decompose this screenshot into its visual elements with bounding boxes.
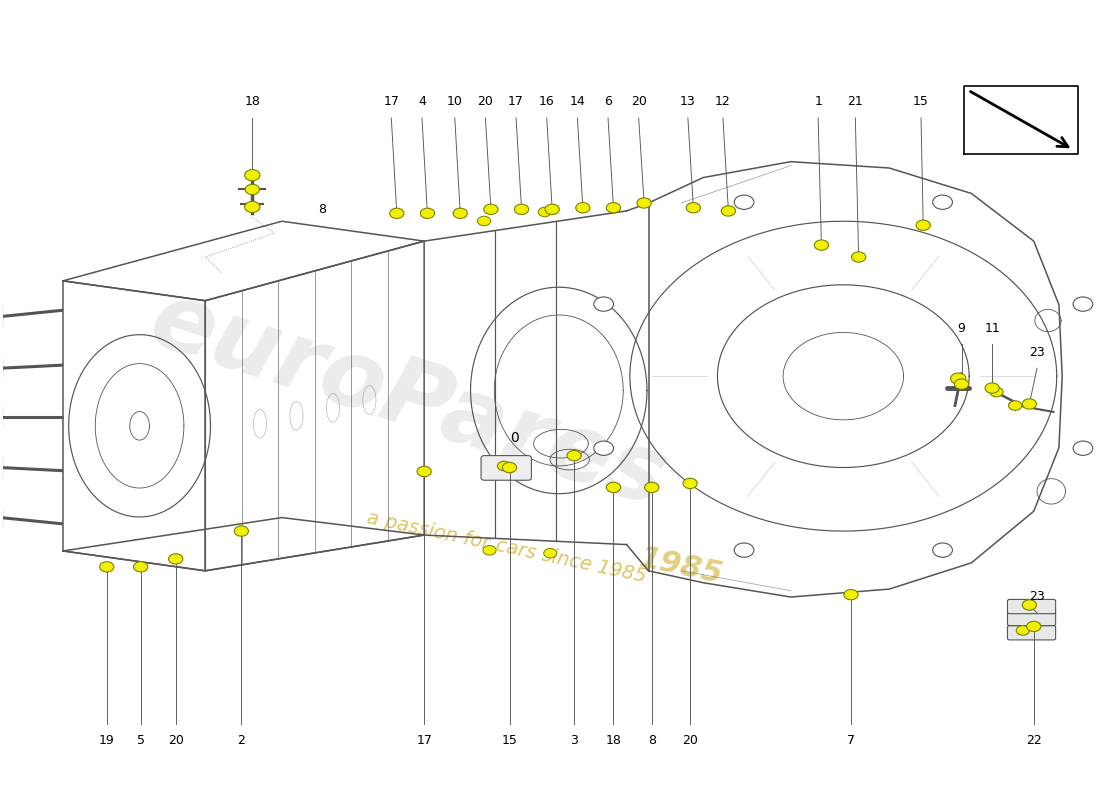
Circle shape [686, 202, 701, 213]
Circle shape [234, 526, 249, 536]
Text: 17: 17 [416, 734, 432, 746]
Text: 3: 3 [570, 734, 578, 746]
Circle shape [453, 208, 468, 218]
Circle shape [606, 482, 620, 493]
Circle shape [1026, 622, 1041, 631]
FancyBboxPatch shape [481, 456, 531, 480]
Text: 8: 8 [318, 203, 327, 216]
Text: a passion for cars since 1985: a passion for cars since 1985 [365, 508, 648, 586]
Circle shape [477, 216, 491, 226]
Circle shape [933, 195, 953, 210]
Circle shape [990, 387, 1003, 397]
Circle shape [1023, 600, 1036, 610]
Circle shape [1074, 297, 1092, 311]
Text: 23: 23 [1030, 590, 1045, 603]
Text: 21: 21 [847, 95, 864, 109]
Circle shape [594, 297, 614, 311]
Text: 22: 22 [1026, 734, 1042, 746]
Circle shape [722, 206, 736, 216]
Text: 8: 8 [648, 734, 656, 746]
Text: 6: 6 [604, 95, 612, 109]
Circle shape [538, 207, 551, 217]
Circle shape [575, 202, 590, 213]
Circle shape [417, 466, 431, 477]
Circle shape [606, 202, 620, 213]
Circle shape [515, 204, 529, 214]
Circle shape [734, 543, 754, 558]
Text: 23: 23 [1030, 346, 1045, 358]
Text: 12: 12 [715, 95, 730, 109]
Text: 1: 1 [814, 95, 822, 109]
Text: 19: 19 [99, 734, 114, 746]
Circle shape [483, 546, 496, 555]
Text: 9: 9 [958, 322, 966, 335]
Circle shape [1022, 399, 1036, 409]
Circle shape [484, 204, 498, 214]
Circle shape [955, 379, 969, 390]
Circle shape [933, 543, 953, 558]
Circle shape [168, 554, 183, 564]
Circle shape [1022, 600, 1036, 610]
Text: 17: 17 [508, 95, 524, 109]
Text: 0: 0 [510, 431, 519, 445]
Text: 5: 5 [136, 734, 145, 746]
FancyBboxPatch shape [1008, 611, 1056, 626]
Circle shape [1016, 626, 1030, 635]
Circle shape [133, 562, 147, 572]
Text: 18: 18 [244, 95, 261, 109]
FancyBboxPatch shape [1008, 626, 1056, 640]
Circle shape [543, 549, 557, 558]
Text: 13: 13 [680, 95, 696, 109]
Text: 20: 20 [477, 95, 494, 109]
Text: 17: 17 [384, 95, 399, 109]
Circle shape [245, 184, 260, 194]
Text: 18: 18 [605, 734, 621, 746]
Text: 11: 11 [984, 322, 1000, 335]
Text: 20: 20 [630, 95, 647, 109]
Circle shape [645, 482, 659, 493]
Circle shape [984, 383, 999, 394]
Circle shape [1009, 401, 1022, 410]
Circle shape [814, 240, 828, 250]
Circle shape [244, 202, 260, 213]
Text: 10: 10 [447, 95, 463, 109]
Text: 20: 20 [168, 734, 184, 746]
Circle shape [851, 252, 866, 262]
Circle shape [683, 478, 697, 489]
Text: 14: 14 [570, 95, 585, 109]
Text: 15: 15 [913, 95, 930, 109]
Circle shape [637, 198, 651, 208]
Circle shape [546, 204, 559, 214]
Circle shape [844, 590, 858, 600]
Text: euroPares: euroPares [139, 274, 678, 526]
Circle shape [916, 220, 931, 230]
Text: 15: 15 [502, 734, 517, 746]
Circle shape [497, 461, 510, 470]
FancyBboxPatch shape [1008, 599, 1056, 614]
Circle shape [503, 462, 517, 473]
Circle shape [566, 450, 581, 461]
Circle shape [950, 373, 966, 384]
Circle shape [244, 170, 260, 181]
Text: 7: 7 [847, 734, 855, 746]
Circle shape [1074, 441, 1092, 455]
Text: 4: 4 [418, 95, 426, 109]
Circle shape [100, 562, 114, 572]
Text: 16: 16 [539, 95, 554, 109]
Circle shape [594, 441, 614, 455]
Circle shape [389, 208, 404, 218]
Circle shape [734, 195, 754, 210]
Circle shape [420, 208, 434, 218]
Text: 2: 2 [238, 734, 245, 746]
Text: 1985: 1985 [637, 544, 726, 590]
Text: 20: 20 [682, 734, 698, 746]
